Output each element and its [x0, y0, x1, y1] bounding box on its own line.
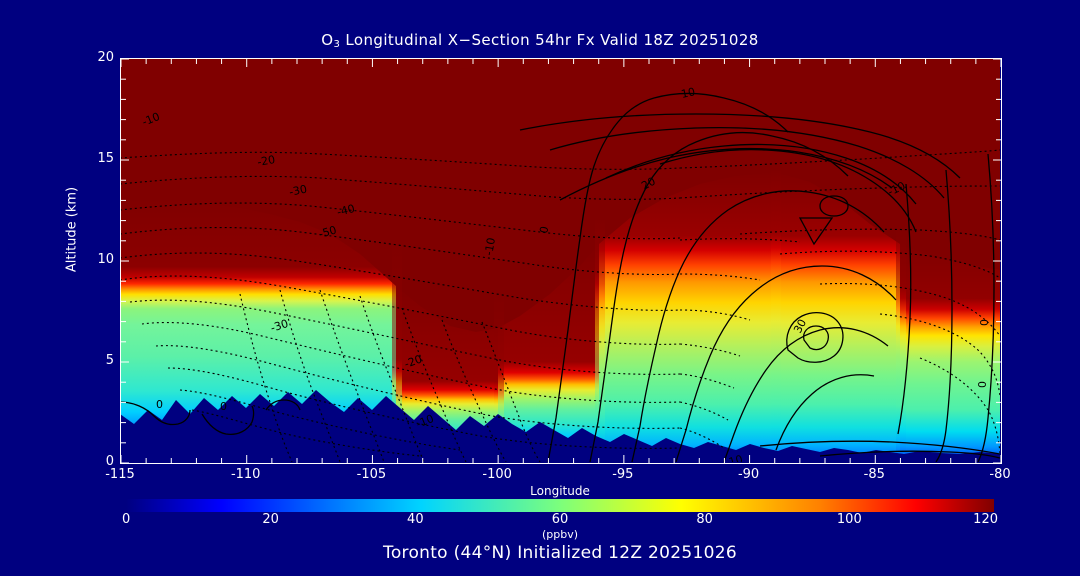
title-text: Longitudinal X−Section 54hr Fx Valid 18Z…	[340, 31, 759, 49]
y-axis-label: Altitude (km)	[64, 186, 80, 273]
x-axis-ticks: -115 -110 -105 -100 -95 -90 -85 -80	[105, 467, 1010, 486]
contour-label-neg30: -30	[288, 182, 308, 198]
title-subscript: 3	[333, 39, 341, 50]
contour-label-neg10-b: -10	[414, 412, 436, 431]
y-axis-tick-label: 10	[97, 252, 114, 267]
contour-label-pos10-b: 10	[680, 85, 696, 101]
contour-label-zero-d: 0	[978, 319, 991, 326]
negative-contours	[120, 149, 1000, 462]
contour-label-neg30-b: -30	[269, 317, 290, 335]
x-axis-tick-label: -95	[612, 467, 634, 482]
positive-contours	[120, 92, 1000, 462]
contour-label-pos20: 20	[639, 175, 657, 193]
colorbar-tick-label: 100	[836, 512, 862, 527]
contour-labels: -10 -20 -30 -40 -50 -30 -20 -10 -10 -10 …	[140, 85, 991, 462]
contour-label-neg20: -20	[256, 153, 276, 169]
colorbar-tick-label: 0	[122, 512, 131, 527]
field-seam-smoothing	[392, 168, 906, 462]
colorbar	[126, 499, 994, 512]
contour-label-neg20-b: -20	[403, 352, 424, 370]
x-axis-tick-label: -100	[482, 467, 512, 482]
y-axis-tick-label: 5	[105, 353, 114, 368]
contour-label-pos30: 30	[791, 317, 809, 335]
plot-svg: -10 -20 -30 -40 -50 -30 -20 -10 -10 -10 …	[120, 58, 1000, 462]
colorbar-tick-label: 80	[696, 512, 713, 527]
colorbar-ticks: 0 20 40 60 80 100 120	[122, 512, 998, 531]
contour-label-zero-e: 0	[976, 381, 989, 388]
contour-label-neg50: -50	[317, 223, 338, 240]
colorbar-tick-label: 20	[262, 512, 279, 527]
x-axis-tick-label: -105	[356, 467, 387, 482]
cross-section-plot: -10 -20 -30 -40 -50 -30 -20 -10 -10 -10 …	[120, 58, 1000, 462]
x-axis-tick-label: -85	[863, 467, 885, 482]
ozone-filled-field	[120, 172, 1000, 462]
y-axis-tick-label: 20	[97, 50, 114, 65]
contour-label-neg40: -40	[336, 202, 357, 219]
y-axis-ticks: 0 5 10 15 20	[72, 51, 114, 468]
y-axis-tick-label: 15	[97, 151, 114, 166]
y-axis-tick-label: 0	[105, 454, 114, 469]
colorbar-tick-label: 120	[973, 512, 998, 527]
contour-label-zero-a: 0	[156, 398, 163, 411]
contour-label-pos10: 10	[727, 453, 744, 462]
colorbar-units: (ppbv)	[541, 528, 579, 541]
terrain-mask	[120, 390, 1000, 462]
x-axis-tick-label: -90	[737, 467, 760, 482]
figure-caption: Toronto (44°N) Initialized 12Z 20251026	[0, 543, 1080, 563]
title-species: O	[321, 31, 334, 49]
x-axis-tick-label: -110	[230, 467, 261, 482]
contour-label-neg10-c: -10	[482, 237, 498, 257]
x-axis-label: Longitude	[530, 484, 590, 498]
contour-label-zero-c: 0	[537, 225, 551, 235]
colorbar-tick-label: 40	[407, 512, 424, 527]
x-axis-tick-label: -80	[989, 467, 1011, 482]
page-title: O3 Longitudinal X−Section 54hr Fx Valid …	[0, 31, 1080, 50]
contour-label-zero-b: 0	[220, 400, 227, 413]
colorbar-tick-label: 60	[551, 512, 569, 527]
contour-label-neg10: -10	[140, 110, 162, 129]
caption-text: Toronto (44°N) Initialized 12Z 20251026	[383, 543, 737, 563]
x-axis-tick-label: -115	[105, 467, 135, 482]
